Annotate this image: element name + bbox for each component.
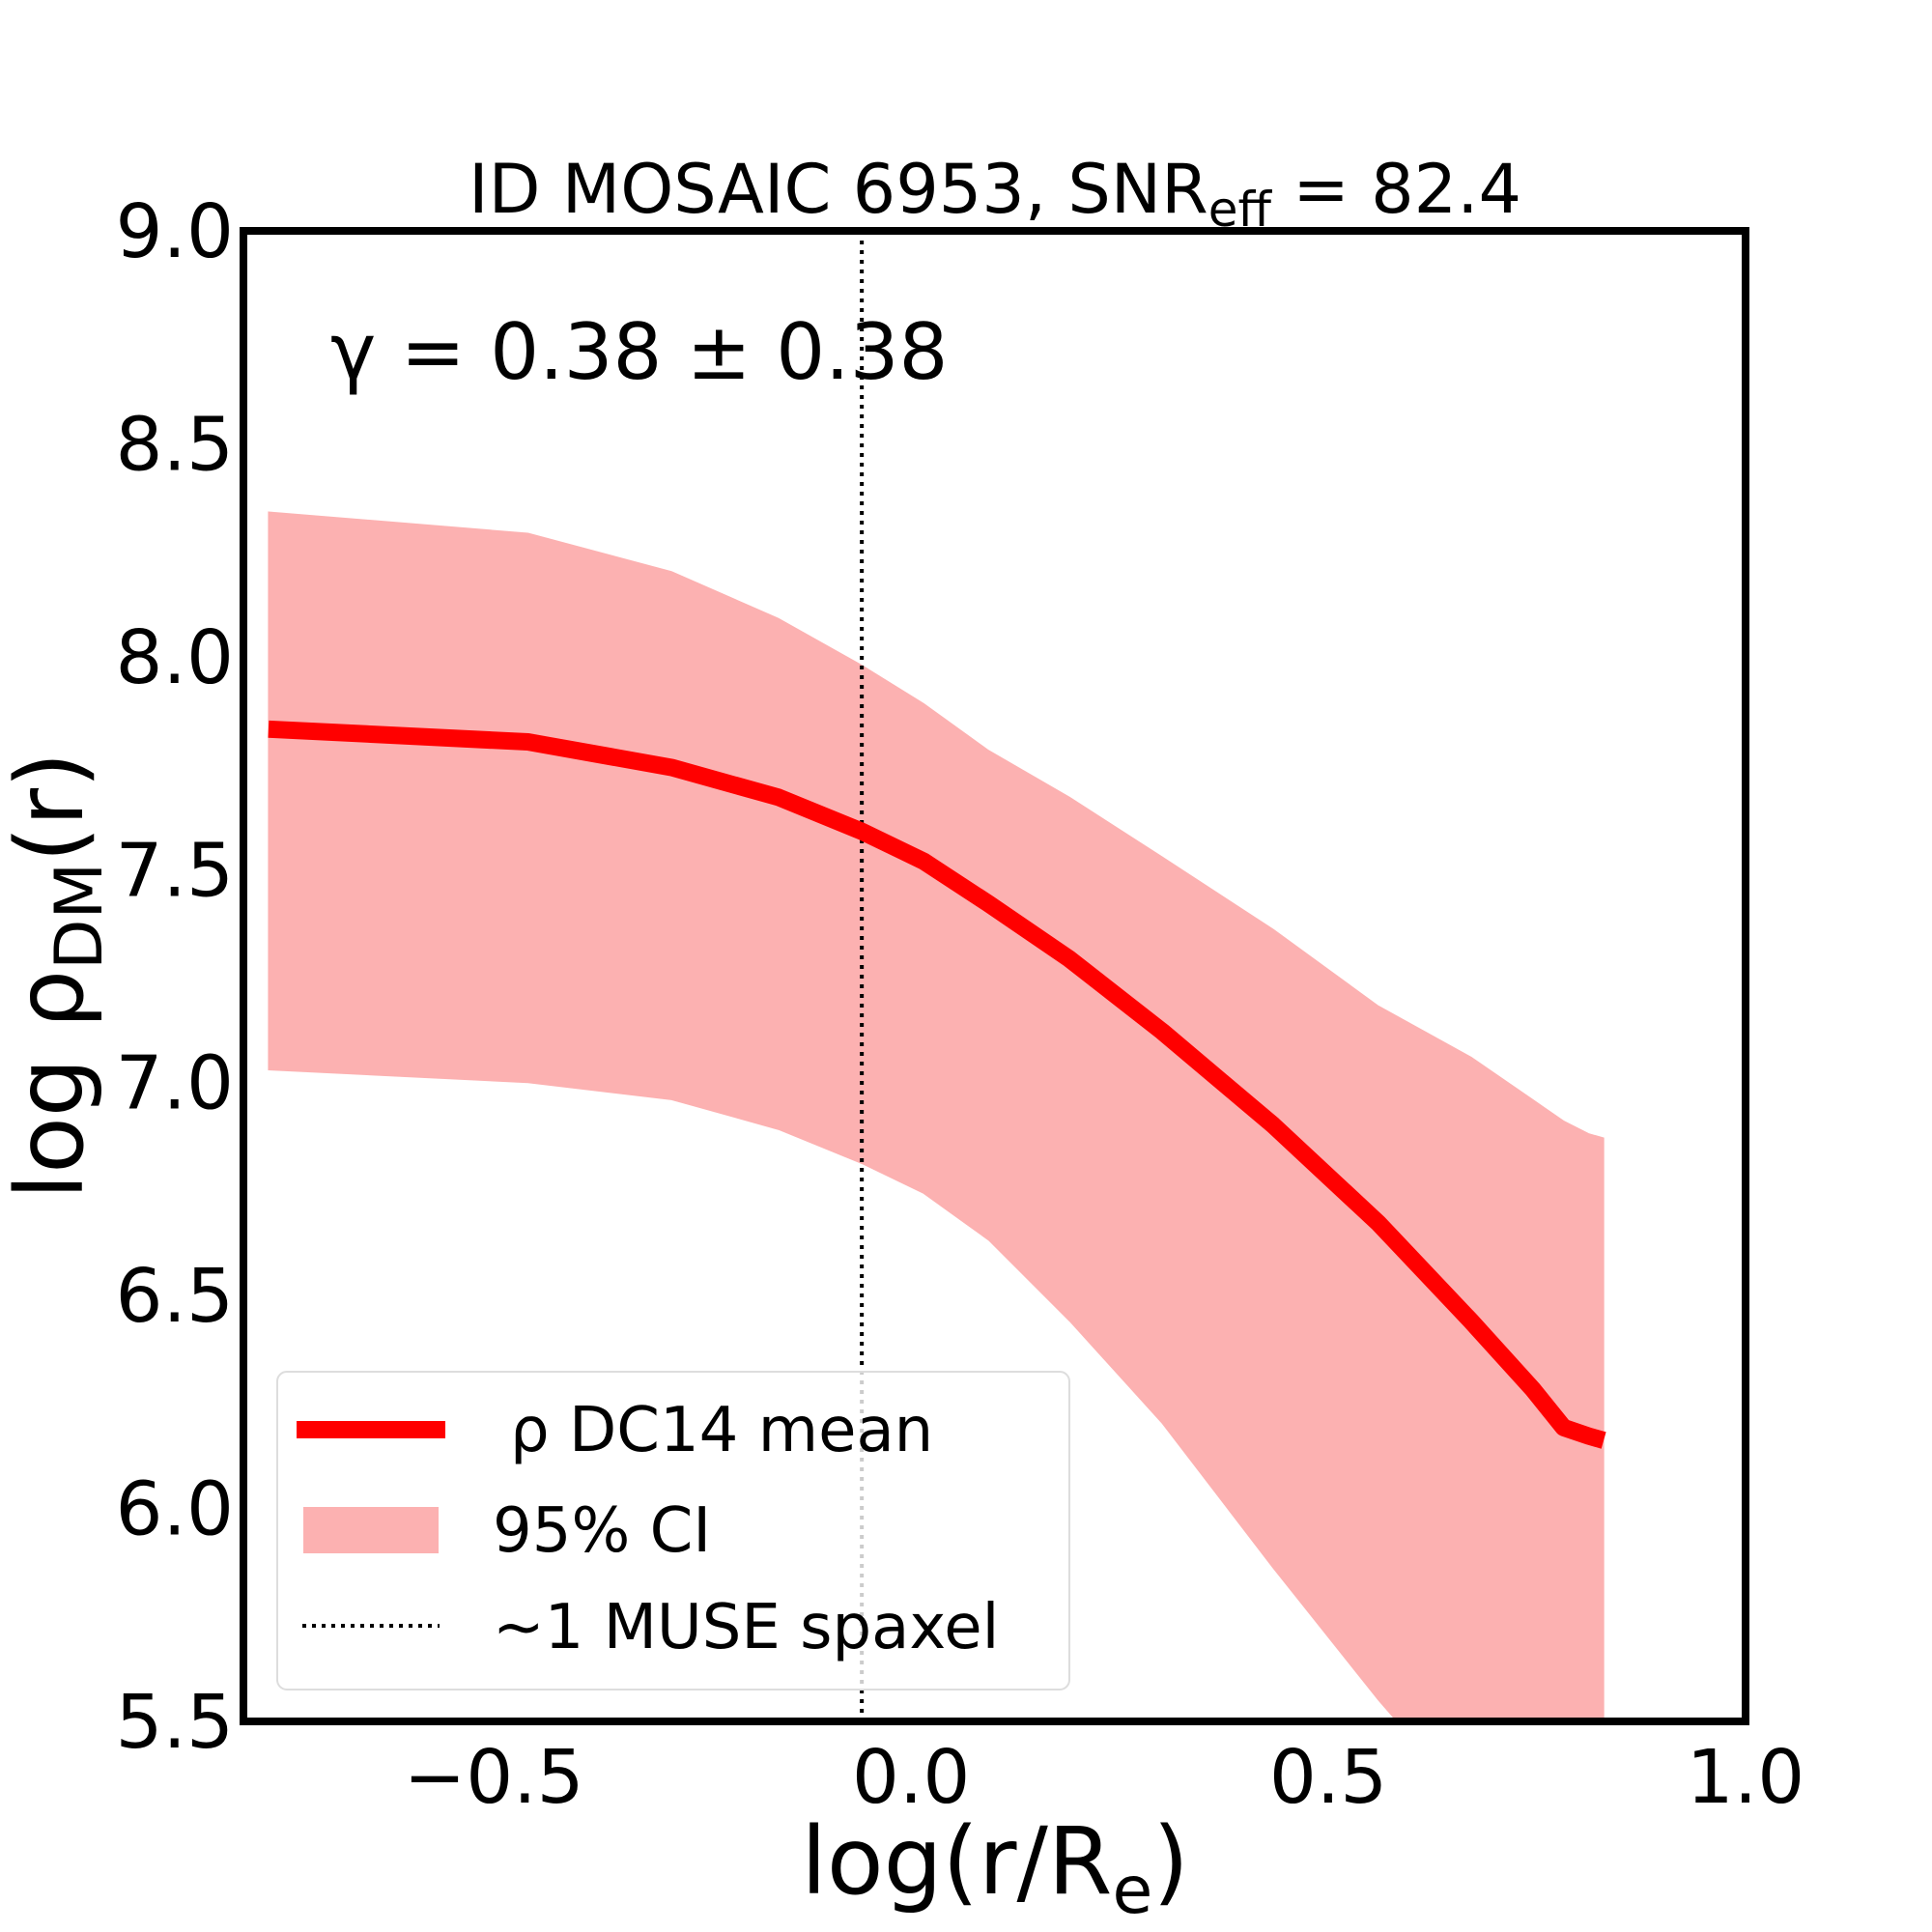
legend-label: ~1 MUSE spaxel bbox=[493, 1592, 999, 1663]
xlabel-sub: e bbox=[1113, 1853, 1153, 1929]
legend-box bbox=[276, 1371, 1070, 1690]
y-tick-label: 6.5 bbox=[116, 1254, 234, 1340]
mean-line bbox=[268, 720, 1606, 1449]
legend-marker bbox=[303, 1507, 439, 1553]
ylabel-main: log ρ bbox=[0, 970, 104, 1200]
ylabel-sub: DM bbox=[42, 863, 118, 970]
legend-label: ρ DC14 mean bbox=[510, 1395, 933, 1466]
y-tick-label: 6.0 bbox=[116, 1467, 234, 1553]
x-tick-label: 0.5 bbox=[1269, 1735, 1387, 1821]
ylabel-rest: (r) bbox=[0, 752, 104, 862]
x-tick-label: 1.0 bbox=[1687, 1735, 1804, 1821]
x-tick-label: 0.0 bbox=[852, 1735, 970, 1821]
x-tick-label: −0.5 bbox=[404, 1735, 584, 1821]
xlabel-rest: ) bbox=[1152, 1807, 1188, 1916]
annotation: γ = 0.38 ± 0.38 bbox=[330, 307, 948, 397]
y-tick-label: 8.5 bbox=[116, 402, 234, 488]
confidence-band bbox=[268, 511, 1605, 1721]
y-tick-label: 5.5 bbox=[116, 1680, 234, 1766]
y-tick-label: 9.0 bbox=[116, 189, 234, 275]
plot-area bbox=[268, 231, 1605, 1721]
chart-title: ID MOSAIC 6953, SNReff = 82.4 bbox=[469, 150, 1521, 238]
plot-frame bbox=[240, 227, 1749, 1725]
title-main: ID MOSAIC 6953, SNR bbox=[469, 150, 1208, 229]
y-axis-label: log ρDM(r) bbox=[0, 752, 118, 1199]
y-tick-label: 7.0 bbox=[116, 1041, 234, 1127]
xlabel-main: log(r/R bbox=[801, 1807, 1112, 1916]
title-rest: = 82.4 bbox=[1271, 150, 1521, 229]
legend-label: 95% CI bbox=[493, 1495, 711, 1567]
y-tick-label: 7.5 bbox=[116, 828, 234, 914]
x-axis-label: log(r/Re) bbox=[801, 1807, 1189, 1929]
y-tick-label: 8.0 bbox=[116, 615, 234, 701]
